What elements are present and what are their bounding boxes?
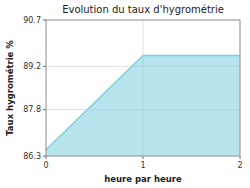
y-tick-label: 86.3 — [23, 152, 41, 161]
y-tick-label: 87.8 — [23, 105, 41, 114]
y-tick-label: 89.2 — [23, 62, 41, 71]
grid — [46, 20, 240, 156]
chart: 86.3 87.8 89.2 90.7 0 1 2 Evolution du taux d'h… — [0, 0, 250, 188]
title: Evolution du taux d'hygrométrie — [62, 4, 224, 15]
x-tick-label: 0 — [43, 161, 48, 170]
y-tick-label: 90.7 — [23, 16, 41, 25]
x-tick-label: 2 — [237, 161, 242, 170]
area — [46, 56, 240, 156]
y-axis-label: Taux hygrométrie % — [5, 40, 15, 136]
x-tick-label: 1 — [140, 161, 145, 170]
axes: 86.3 87.8 89.2 90.7 0 1 2 — [23, 16, 242, 171]
x-axis-label: heure par heure — [104, 174, 182, 184]
plot-frame — [46, 20, 240, 156]
plot-area — [46, 56, 240, 156]
line — [46, 56, 240, 150]
chart-container: 86.3 87.8 89.2 90.7 0 1 2 Evolution du taux d'h… — [0, 0, 250, 188]
